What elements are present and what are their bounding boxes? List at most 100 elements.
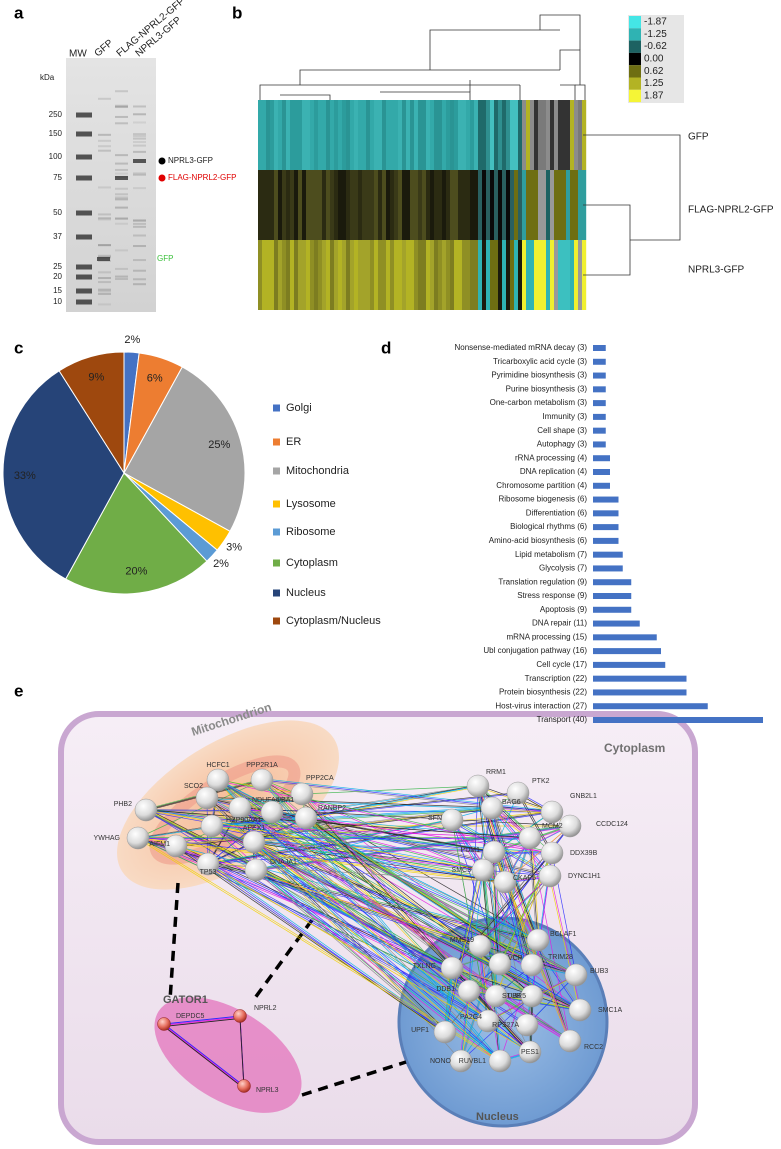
heat-cell	[362, 240, 367, 310]
edge	[254, 826, 569, 872]
edge	[255, 826, 570, 871]
bar	[593, 606, 632, 613]
band-annotation: FLAG-NPRL2-GFP	[168, 173, 236, 182]
edge	[145, 809, 531, 1053]
heat-cell	[322, 170, 327, 240]
heat-cell	[282, 100, 287, 170]
edge	[137, 779, 263, 839]
panel-label: e	[14, 681, 23, 700]
category-label: Immunity (3)	[543, 412, 588, 421]
edge	[240, 807, 571, 1041]
edge	[252, 842, 500, 1063]
edge	[255, 825, 571, 871]
category-label: Translation regulation (9)	[498, 577, 587, 586]
heat-cell	[314, 100, 319, 170]
protein-node	[196, 852, 220, 876]
heat-cell	[466, 100, 471, 170]
heat-cell	[266, 240, 271, 310]
protein-node	[244, 858, 268, 882]
heat-cell	[406, 170, 411, 240]
bar	[593, 345, 606, 351]
edge	[477, 785, 571, 1042]
heat-cell	[294, 170, 299, 240]
heat-cell	[258, 240, 263, 310]
heat-cell	[550, 100, 555, 170]
slice-label: 2%	[213, 558, 229, 570]
heat-cell	[426, 100, 431, 170]
protein-node	[466, 774, 490, 798]
heat-cell	[514, 170, 519, 240]
faint-band	[115, 249, 128, 252]
heat-cell	[430, 100, 435, 170]
edge	[478, 784, 532, 838]
heat-cell	[426, 240, 431, 310]
heat-cell	[370, 170, 375, 240]
heat-cell	[330, 100, 335, 170]
bar	[593, 372, 606, 379]
node-label: MMS19	[450, 937, 474, 944]
marker-band	[76, 175, 92, 181]
heat-cell	[414, 100, 419, 170]
heat-cell	[562, 240, 567, 310]
heat-cell	[510, 240, 515, 310]
edge	[163, 1024, 245, 1088]
row-label: NPRL3-GFP	[688, 265, 744, 276]
heat-cell	[306, 100, 311, 170]
heat-cell	[482, 240, 487, 310]
heat-cell	[478, 240, 483, 310]
heat-cell	[446, 170, 451, 240]
scale-label: -0.62	[644, 41, 667, 52]
node-label: CKAP5	[513, 875, 536, 882]
heat-cell	[394, 100, 399, 170]
node-label: PHB2	[114, 801, 132, 808]
heat-cell	[450, 240, 455, 310]
heat-cell	[570, 240, 575, 310]
legend-label: Cytoplasm/Nucleus	[286, 615, 381, 627]
gel-unit: kDa	[40, 73, 55, 82]
protein-node	[540, 800, 564, 824]
heat-cell	[498, 100, 503, 170]
bar	[593, 427, 606, 434]
protein-node	[164, 834, 188, 858]
heat-cell	[530, 100, 535, 170]
heat-cell	[418, 240, 423, 310]
heat-cell	[534, 170, 539, 240]
faint-band	[133, 219, 146, 222]
marker-label: 150	[49, 129, 63, 138]
faint-band	[133, 187, 146, 190]
edge	[239, 807, 531, 1053]
heat-cell	[386, 100, 391, 170]
edge	[175, 846, 445, 1033]
faint-band	[115, 106, 128, 109]
protein-node	[457, 979, 481, 1003]
heat-cell	[422, 100, 427, 170]
heat-cell	[282, 170, 287, 240]
heat-cell	[486, 240, 491, 310]
heat-cell	[538, 100, 543, 170]
heat-cell	[290, 170, 295, 240]
marker-band	[76, 154, 92, 160]
heat-cell	[342, 100, 347, 170]
heat-cell	[474, 240, 479, 310]
heat-cell	[422, 240, 427, 310]
marker-band	[76, 234, 92, 240]
gel-image	[66, 58, 156, 312]
heat-cell	[278, 170, 283, 240]
heat-cell	[458, 100, 463, 170]
category-label: DNA replication (4)	[520, 467, 587, 476]
heat-cell	[522, 170, 527, 240]
panel-label: d	[381, 338, 391, 357]
bar	[593, 441, 606, 448]
faint-band	[133, 219, 146, 222]
heat-cell	[470, 170, 475, 240]
protein-node	[515, 1013, 539, 1037]
dendrogram	[259, 84, 520, 100]
node-label: NONO	[430, 1058, 452, 1065]
bar	[593, 400, 606, 407]
slice-label: 6%	[147, 373, 163, 385]
heat-cell	[478, 100, 483, 170]
edge	[482, 869, 497, 997]
heat-cell	[538, 240, 543, 310]
edge	[207, 863, 489, 1022]
